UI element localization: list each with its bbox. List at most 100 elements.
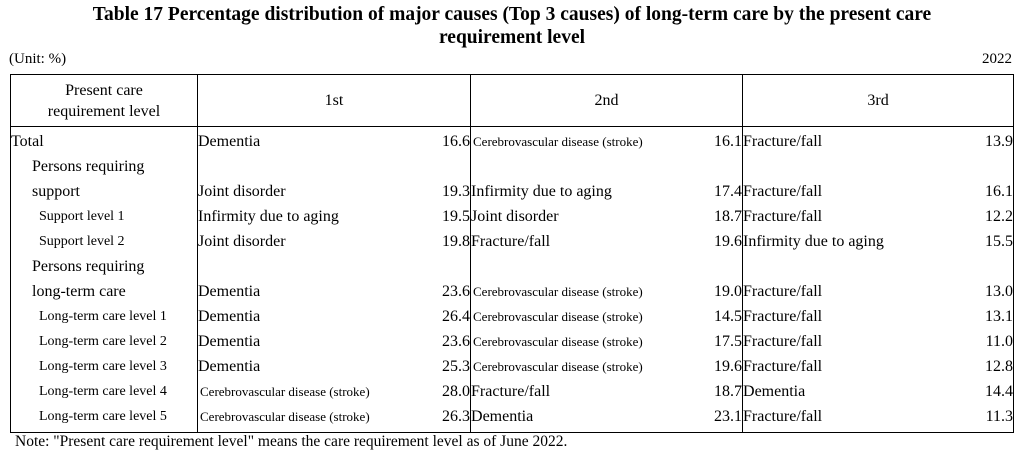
rank-3-percent-cell: 12.2	[985, 207, 1014, 225]
rank-2-percent-cell: 17.5	[714, 332, 743, 350]
rank-2-cause-cell	[470, 254, 673, 279]
rank-2-cause-cell: Fracture/fall	[470, 379, 673, 404]
rank-2-percent-cell: 19.6	[714, 232, 743, 250]
rank-3-percent-cell: 15.5	[985, 232, 1014, 250]
header-first: 1st	[196, 74, 471, 127]
rank-3-cause-cell: Fracture/fall	[742, 279, 945, 304]
rank-1-cause-cell: Infirmity due to aging	[197, 204, 401, 229]
rank-1-percent-cell	[401, 154, 471, 179]
care-level-cell: Persons requiring	[32, 157, 145, 175]
rank-3-percent-cell	[945, 254, 1014, 279]
table-row: long-term care Dementia 23.6 Cerebrovascula…	[11, 279, 1014, 304]
care-level-cell: Long-term care level 1	[39, 308, 167, 324]
rank-2-percent-cell: 19.6	[714, 357, 743, 375]
table-row: Long-term care level 1 Dementia 26.4 Cerebr…	[11, 304, 1014, 329]
rank-3-percent-cell: 16.1	[985, 182, 1014, 200]
rank-1-cause-cell	[197, 254, 401, 279]
care-level-cell: Total	[11, 132, 44, 150]
rank-3-cause-cell: Fracture/fall	[742, 354, 945, 379]
table-row: Long-term care level 3 Dementia 25.3 Cerebr…	[11, 354, 1014, 379]
rank-2-cause-cell: Cerebrovascular disease (stroke)	[470, 279, 673, 304]
rank-1-cause-cell: Dementia	[197, 126, 401, 154]
care-causes-table: Present care requirement level 1st 2nd 3…	[10, 74, 1015, 433]
rank-3-percent-cell: 11.0	[985, 332, 1014, 350]
rank-3-percent-cell: 13.1	[985, 307, 1014, 325]
table-row: Long-term care level 2 Dementia 23.6 Cerebr…	[11, 329, 1014, 354]
rank-2-cause-cell: Cerebrovascular disease (stroke)	[470, 126, 673, 154]
footnote: Note: "Present care requirement level" m…	[15, 433, 568, 450]
rank-2-cause-cell: Dementia	[470, 404, 673, 433]
rank-3-cause-cell	[742, 154, 945, 179]
rank-1-cause-cell: Joint disorder	[197, 179, 401, 204]
rank-1-cause-cell: Dementia	[197, 279, 401, 304]
rank-2-cause-cell: Fracture/fall	[470, 229, 673, 254]
header-row: Present care requirement level 1st 2nd 3…	[10, 74, 1014, 127]
rank-3-cause-cell: Fracture/fall	[742, 329, 945, 354]
table-row: Long-term care level 4 Cerebrovascular di…	[11, 379, 1014, 404]
rank-1-cause-cell: Dementia	[197, 304, 401, 329]
header-care-level: Present care requirement level	[10, 74, 198, 127]
rank-1-percent-cell: 25.3	[442, 357, 471, 375]
rank-1-percent-cell: 26.3	[442, 407, 471, 425]
rank-2-percent-cell	[673, 154, 743, 179]
care-level-cell: Long-term care level 2	[39, 333, 167, 349]
rank-1-cause-cell: Cerebrovascular disease (stroke)	[197, 379, 401, 404]
rank-1-percent-cell: 23.6	[442, 332, 471, 350]
rank-2-percent-cell: 16.1	[714, 132, 743, 150]
care-level-cell: support	[32, 182, 80, 200]
care-level-cell: Support level 1	[39, 208, 125, 224]
rank-1-cause-cell: Joint disorder	[197, 229, 401, 254]
rank-3-percent-cell: 11.3	[985, 407, 1014, 425]
rank-1-percent-cell: 28.0	[442, 382, 471, 400]
rank-3-percent-cell: 13.9	[985, 132, 1014, 150]
rank-2-percent-cell: 23.1	[714, 407, 743, 425]
rank-2-cause-cell: Cerebrovascular disease (stroke)	[470, 354, 673, 379]
care-level-cell: Support level 2	[39, 233, 125, 249]
rank-3-percent-cell	[945, 154, 1014, 179]
rank-1-percent-cell: 26.4	[442, 307, 471, 325]
rank-1-percent-cell: 19.5	[442, 207, 471, 225]
header-second: 2nd	[470, 74, 743, 127]
rank-3-cause-cell: Fracture/fall	[742, 404, 945, 433]
table-row: Total Dementia 16.6 Cerebrovascular disease…	[11, 126, 1014, 154]
table-row: support Joint disorder 19.3 Infirmity due t…	[11, 179, 1014, 204]
rank-2-cause-cell	[470, 154, 673, 179]
rank-2-cause-cell: Cerebrovascular disease (stroke)	[470, 304, 673, 329]
rank-1-cause-cell: Cerebrovascular disease (stroke)	[197, 404, 401, 433]
rank-2-percent-cell: 14.5	[714, 307, 743, 325]
table-row: Long-term care level 5 Cerebrovascular di…	[11, 404, 1014, 433]
rank-1-percent-cell: 16.6	[442, 132, 471, 150]
rank-1-percent-cell: 23.6	[442, 282, 471, 300]
rank-3-percent-cell: 12.8	[985, 357, 1014, 375]
care-level-cell: Long-term care level 5	[39, 408, 167, 424]
header-third: 3rd	[742, 74, 1014, 127]
rank-3-cause-cell: Fracture/fall	[742, 179, 945, 204]
title-line-2: requirement level	[438, 27, 586, 48]
year-label: 2022	[982, 51, 1012, 67]
rank-1-cause-cell: Dementia	[197, 354, 401, 379]
rank-2-cause-cell: Joint disorder	[470, 204, 673, 229]
unit-label: (Unit: %)	[9, 51, 67, 67]
rank-3-percent-cell: 13.0	[985, 282, 1014, 300]
care-level-cell: Long-term care level 4	[39, 383, 167, 399]
table-row: Support level 2 Joint disorder 19.8 Fractur…	[11, 229, 1014, 254]
care-level-cell: Long-term care level 3	[39, 358, 167, 374]
rank-1-percent-cell	[401, 254, 471, 279]
table-title: Table 17 Percentage distribution of majo…	[0, 3, 1024, 49]
rank-1-cause-cell: Dementia	[197, 329, 401, 354]
header-level-line-1: Present care	[65, 81, 143, 99]
table-row: Persons requiring	[11, 254, 1014, 279]
rank-2-percent-cell	[673, 254, 743, 279]
header-level-line-2: requirement level	[47, 102, 161, 120]
title-line-1: Table 17 Percentage distribution of majo…	[92, 4, 932, 25]
table-body: Total Dementia 16.6 Cerebrovascular disease…	[11, 126, 1014, 433]
rank-3-cause-cell: Infirmity due to aging	[742, 229, 945, 254]
table-row: Support level 1 Infirmity due to aging 19.…	[11, 204, 1014, 229]
rank-2-percent-cell: 19.0	[714, 282, 743, 300]
care-level-cell: long-term care	[32, 282, 126, 300]
rank-2-percent-cell: 17.4	[714, 182, 743, 200]
rank-1-cause-cell	[197, 154, 401, 179]
rank-1-percent-cell: 19.3	[442, 182, 471, 200]
table-row: Persons requiring	[11, 154, 1014, 179]
rank-3-cause-cell	[742, 254, 945, 279]
